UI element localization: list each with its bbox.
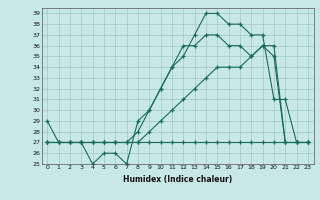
X-axis label: Humidex (Indice chaleur): Humidex (Indice chaleur) xyxy=(123,175,232,184)
